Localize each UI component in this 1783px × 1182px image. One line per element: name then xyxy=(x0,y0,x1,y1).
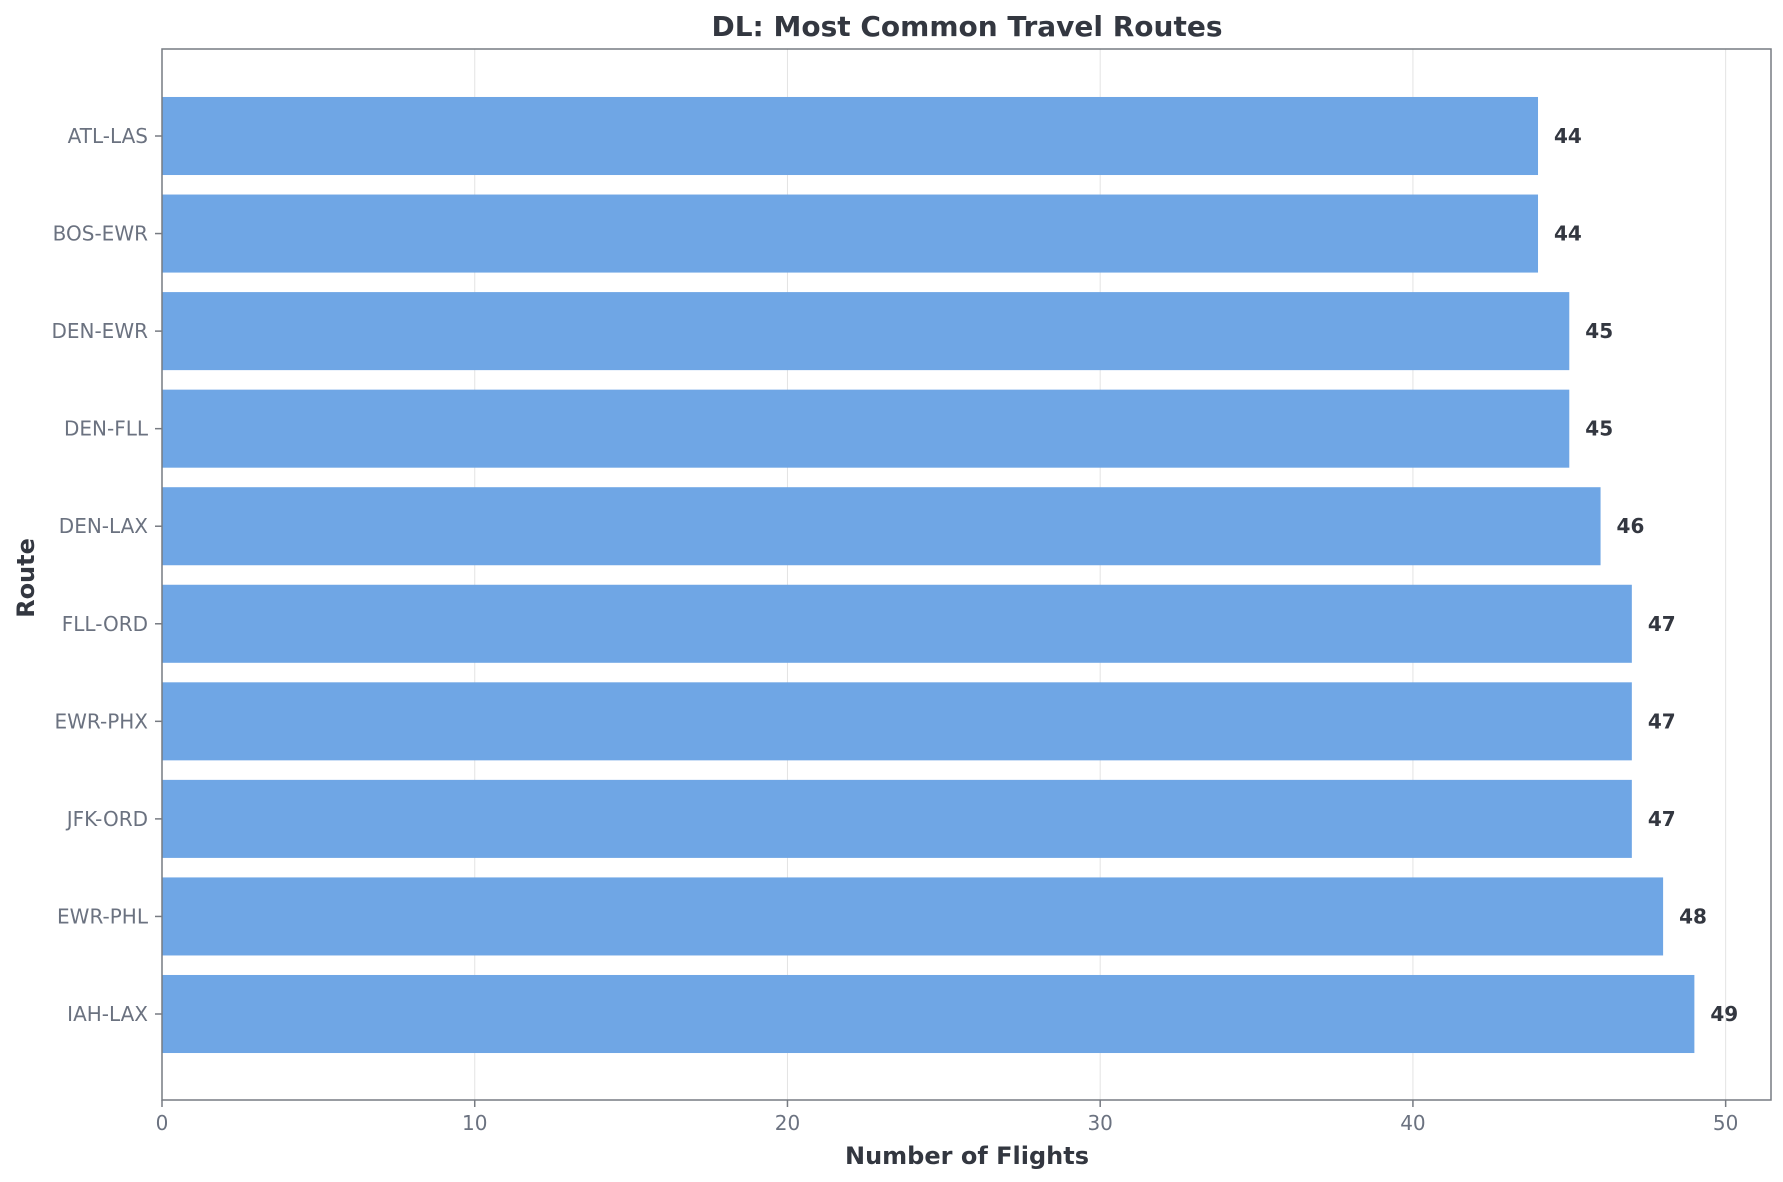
bar xyxy=(162,584,1632,663)
x-tick-label: 30 xyxy=(1087,1111,1112,1135)
y-tick-label: DEN-LAX xyxy=(59,514,148,538)
y-tick-label: DEN-EWR xyxy=(51,319,148,343)
y-axis-label: Route xyxy=(12,538,40,618)
data-label: 48 xyxy=(1679,904,1707,928)
y-tick-label: IAH-LAX xyxy=(67,1002,148,1026)
y-tick-label: BOS-EWR xyxy=(53,222,148,246)
x-tick-label: 20 xyxy=(775,1111,800,1135)
data-label: 46 xyxy=(1617,514,1645,538)
x-axis-label: Number of Flights xyxy=(845,1142,1089,1170)
y-axis: ATL-LAS BOS-EWR DEN-EWR DEN-FLL DEN-LAX FLL-O… xyxy=(51,124,162,1026)
data-label: 47 xyxy=(1648,709,1676,733)
bar xyxy=(162,779,1632,858)
bar xyxy=(162,974,1695,1054)
x-tick-label: 10 xyxy=(462,1111,487,1135)
y-tick-label: FLL-ORD xyxy=(62,612,148,636)
data-label: 44 xyxy=(1554,222,1582,246)
data-label: 47 xyxy=(1648,807,1676,831)
y-tick-label: ATL-LAS xyxy=(68,124,148,148)
bar xyxy=(162,96,1539,176)
x-tick-label: 50 xyxy=(1713,1111,1738,1135)
y-tick-label: DEN-FLL xyxy=(64,417,149,441)
bar xyxy=(162,487,1601,566)
bar xyxy=(162,194,1539,273)
x-tick-label: 40 xyxy=(1400,1111,1425,1135)
bar xyxy=(162,389,1570,468)
bars xyxy=(162,96,1695,1054)
plot-frame xyxy=(161,48,1772,1101)
y-tick-label: JFK-ORD xyxy=(65,807,148,831)
x-tick-label: 0 xyxy=(156,1111,169,1135)
data-labels: 44 44 45 45 46 47 47 47 48 49 xyxy=(1554,124,1738,1026)
data-label: 49 xyxy=(1710,1002,1738,1026)
y-tick-label: EWR-PHL xyxy=(57,904,149,928)
y-tick-label: EWR-PHX xyxy=(54,709,148,733)
bar xyxy=(162,292,1570,371)
bar xyxy=(162,682,1632,761)
data-label: 45 xyxy=(1585,417,1613,441)
data-label: 44 xyxy=(1554,124,1582,148)
x-axis: 0 10 20 30 40 50 xyxy=(156,1100,1738,1135)
chart-title: DL: Most Common Travel Routes xyxy=(711,10,1222,43)
data-label: 47 xyxy=(1648,612,1676,636)
bar xyxy=(162,877,1664,956)
data-label: 45 xyxy=(1585,319,1613,343)
